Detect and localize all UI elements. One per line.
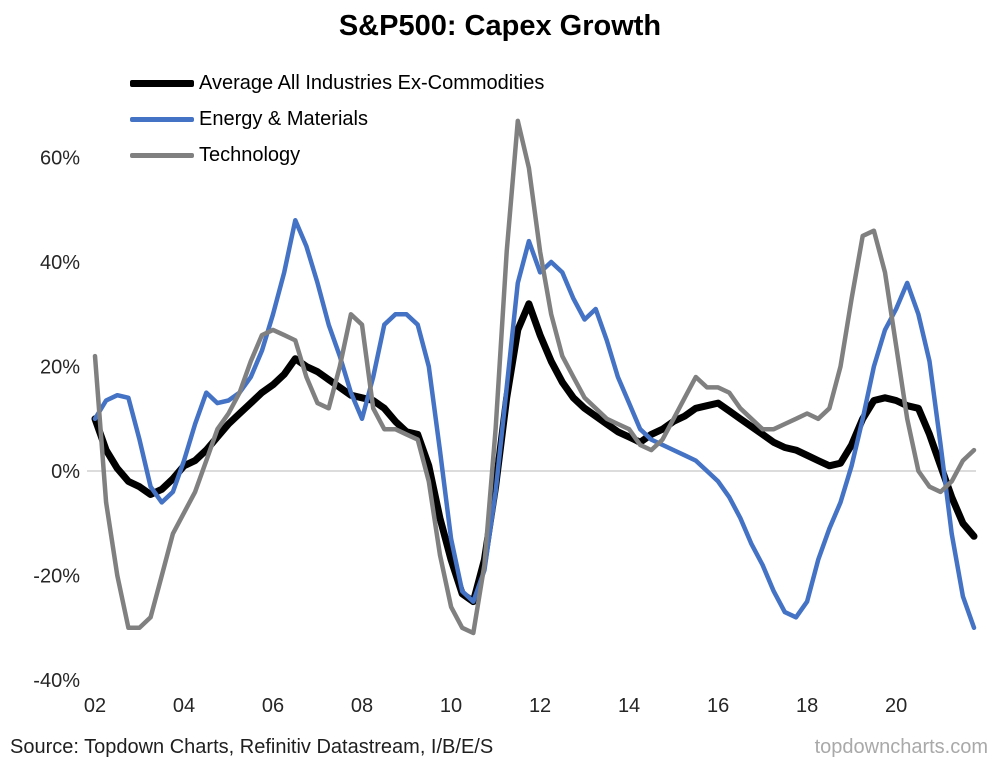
chart-legend: Average All Industries Ex-Commodities En… (130, 72, 544, 167)
legend-swatch-gray-line (130, 153, 194, 158)
legend-label: Average All Industries Ex-Commodities (199, 72, 545, 94)
x-tick-label: 08 (351, 695, 373, 717)
legend-item-average: Average All Industries Ex-Commodities (130, 72, 544, 95)
x-tick-label: 02 (84, 695, 106, 717)
x-tick-label: 04 (173, 695, 195, 717)
x-tick-label: 16 (707, 695, 729, 717)
series-line-2 (92, 118, 977, 636)
legend-item-technology: Technology (130, 144, 544, 167)
source-attribution: Source: Topdown Charts, Refinitiv Datast… (10, 736, 494, 758)
x-tick-label: 18 (796, 695, 818, 717)
series-line-0 (91, 300, 978, 606)
y-tick-label: 60% (40, 148, 80, 170)
legend-swatch-blue-line (130, 117, 194, 122)
x-tick-label: 10 (440, 695, 462, 717)
x-tick-label: 20 (885, 695, 907, 717)
y-tick-label: 0% (51, 461, 80, 483)
watermark-text: topdowncharts.com (814, 736, 988, 758)
chart-title: S&P500: Capex Growth (338, 10, 662, 42)
x-tick-label: 12 (529, 695, 551, 717)
legend-swatch-black-line (130, 80, 194, 87)
legend-label: Energy & Materials (199, 108, 368, 130)
x-tick-label: 06 (262, 695, 284, 717)
legend-item-energy-materials: Energy & Materials (130, 108, 544, 131)
y-tick-label: -20% (33, 566, 80, 588)
y-tick-label: 20% (40, 357, 80, 379)
y-tick-label: -40% (33, 670, 80, 692)
x-tick-label: 14 (618, 695, 640, 717)
y-tick-label: 40% (40, 252, 80, 274)
legend-label: Technology (199, 144, 301, 166)
